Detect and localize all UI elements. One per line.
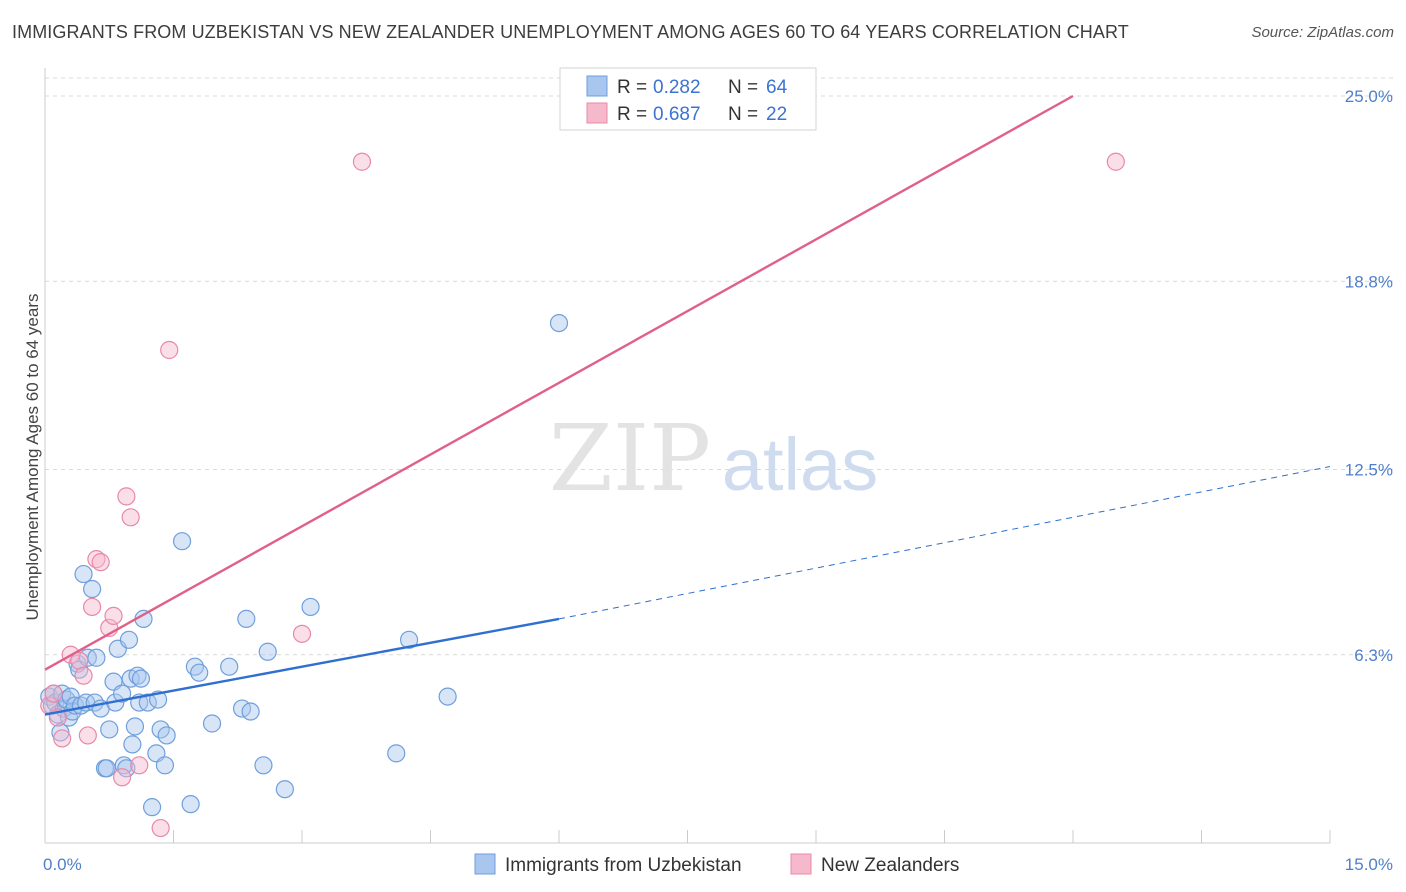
uzbekistan-point (142, 798, 162, 817)
legend-n-value-2: 22 (766, 104, 787, 125)
new-zealander-point (1106, 152, 1125, 171)
y-tick-label: 6.3% (1354, 646, 1393, 665)
uzbekistan-point (138, 693, 157, 712)
uzbekistan-trend-extension (558, 466, 1331, 620)
uzbekistan-point (220, 657, 239, 676)
uzbekistan-point (549, 313, 569, 333)
uzbekistan-point (131, 669, 151, 688)
uzbekistan-point (155, 756, 175, 775)
uzbekistan-point (119, 630, 139, 649)
y-tick-label: 18.8% (1345, 272, 1393, 291)
new-zealander-point (104, 606, 123, 626)
uzbekistan-point (112, 684, 132, 703)
trend-lines (44, 94, 1331, 716)
uzbekistan-point (241, 702, 260, 721)
legend-n-value-1: 64 (766, 77, 788, 98)
new-zealander-point (53, 729, 72, 748)
watermark-zip: ZIP (549, 405, 711, 512)
axes (44, 68, 1331, 844)
new-zealander-point (117, 487, 136, 506)
new-zealander-point (352, 152, 372, 171)
uzbekistan-point (83, 579, 102, 599)
uzbekistan-point (128, 666, 147, 685)
new-zealander-point (91, 553, 110, 572)
legend-r-label-2: R = (617, 104, 647, 125)
y-tick-label: 25.0% (1345, 87, 1393, 106)
legend-n-label-2: N = (728, 104, 758, 125)
uzbekistan-point (123, 735, 142, 754)
uzbekistan-point (172, 532, 192, 551)
source-label: Source: ZipAtlas.com (1251, 24, 1394, 41)
tick-labels: 6.3% 12.5% 18.8% 25.0% 0.0% 15.0% (43, 87, 1393, 874)
uzbekistan-point (275, 780, 294, 799)
correlation-legend: R = 0.282 N = 64 R = 0.687 N = 22 (559, 67, 817, 131)
uzbekistan-point (74, 564, 93, 584)
uzbekistan-point (254, 756, 273, 775)
uzbekistan-point (125, 717, 145, 736)
new-zealander-point (160, 340, 179, 360)
uzbekistan-point (399, 630, 419, 649)
new-zealander-point (121, 508, 140, 527)
uzbekistan-point (97, 759, 116, 778)
uzbekistan-point (237, 609, 256, 629)
uzbekistan-point (438, 687, 457, 706)
uzbekistan-point (258, 642, 277, 661)
legend-n-label-1: N = (728, 77, 758, 98)
new-zealander-point (44, 684, 63, 703)
series-swatch-new-zealanders (790, 853, 812, 875)
legend-swatch-blue (586, 75, 608, 97)
x-tick-label-max: 15.0% (1345, 855, 1393, 874)
series-label-new-zealanders: New Zealanders (821, 855, 959, 876)
y-tick-label: 12.5% (1345, 461, 1393, 480)
legend-r-label-1: R = (617, 77, 647, 98)
data-points (40, 152, 1125, 838)
x-tick-label-min: 0.0% (43, 855, 82, 874)
series-swatch-uzbekistan (474, 853, 496, 875)
series-label-uzbekistan: Immigrants from Uzbekistan (505, 855, 742, 876)
series-legend: Immigrants from Uzbekistan New Zealander… (474, 853, 959, 876)
watermark: ZIP atlas (549, 405, 878, 512)
new-zealander-point (70, 651, 89, 670)
new-zealander-point (292, 624, 312, 643)
uzbekistan-point (301, 597, 320, 617)
legend-r-value-1: 0.282 (653, 77, 701, 98)
y-axis-title: Unemployment Among Ages 60 to 64 years (23, 294, 42, 621)
new-zealander-point (151, 818, 170, 838)
uzbekistan-point (190, 663, 209, 682)
uzbekistan-trend-line (44, 617, 560, 716)
new-zealander-point (74, 666, 93, 685)
uzbekistan-point (387, 744, 406, 763)
legend-swatch-pink (586, 102, 608, 124)
new-zealander-point (78, 726, 97, 745)
new-zealander-point (83, 597, 102, 617)
legend-r-value-2: 0.687 (653, 104, 701, 125)
uzbekistan-point (61, 687, 80, 706)
watermark-atlas: atlas (722, 423, 878, 506)
new-zealander-point (112, 768, 132, 787)
grid-lines (45, 77, 1395, 656)
chart-title: IMMIGRANTS FROM UZBEKISTAN VS NEW ZEALAN… (12, 22, 1129, 42)
new-zealander-trend-line (44, 94, 1074, 671)
new-zealander-point (130, 756, 149, 775)
uzbekistan-point (202, 714, 222, 733)
uzbekistan-point (157, 726, 176, 745)
uzbekistan-point (100, 720, 119, 739)
uzbekistan-point (181, 795, 200, 814)
uzbekistan-point (87, 648, 106, 667)
